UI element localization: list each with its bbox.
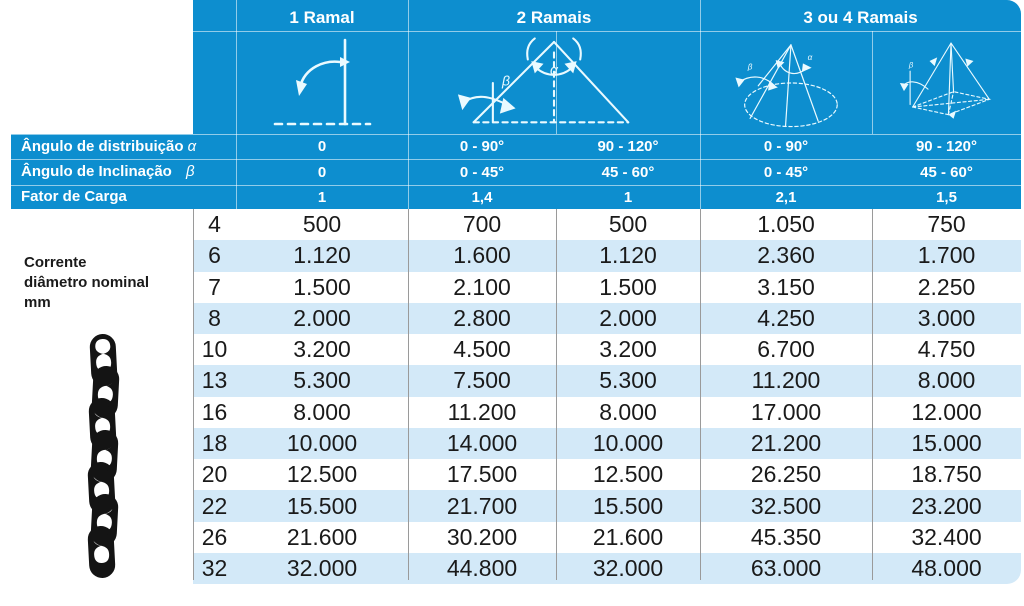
svg-text:α: α	[550, 61, 559, 77]
svg-text:α: α	[808, 53, 813, 62]
svg-text:β: β	[747, 62, 753, 71]
svg-text:β: β	[908, 61, 914, 70]
svg-text:β: β	[501, 73, 510, 89]
